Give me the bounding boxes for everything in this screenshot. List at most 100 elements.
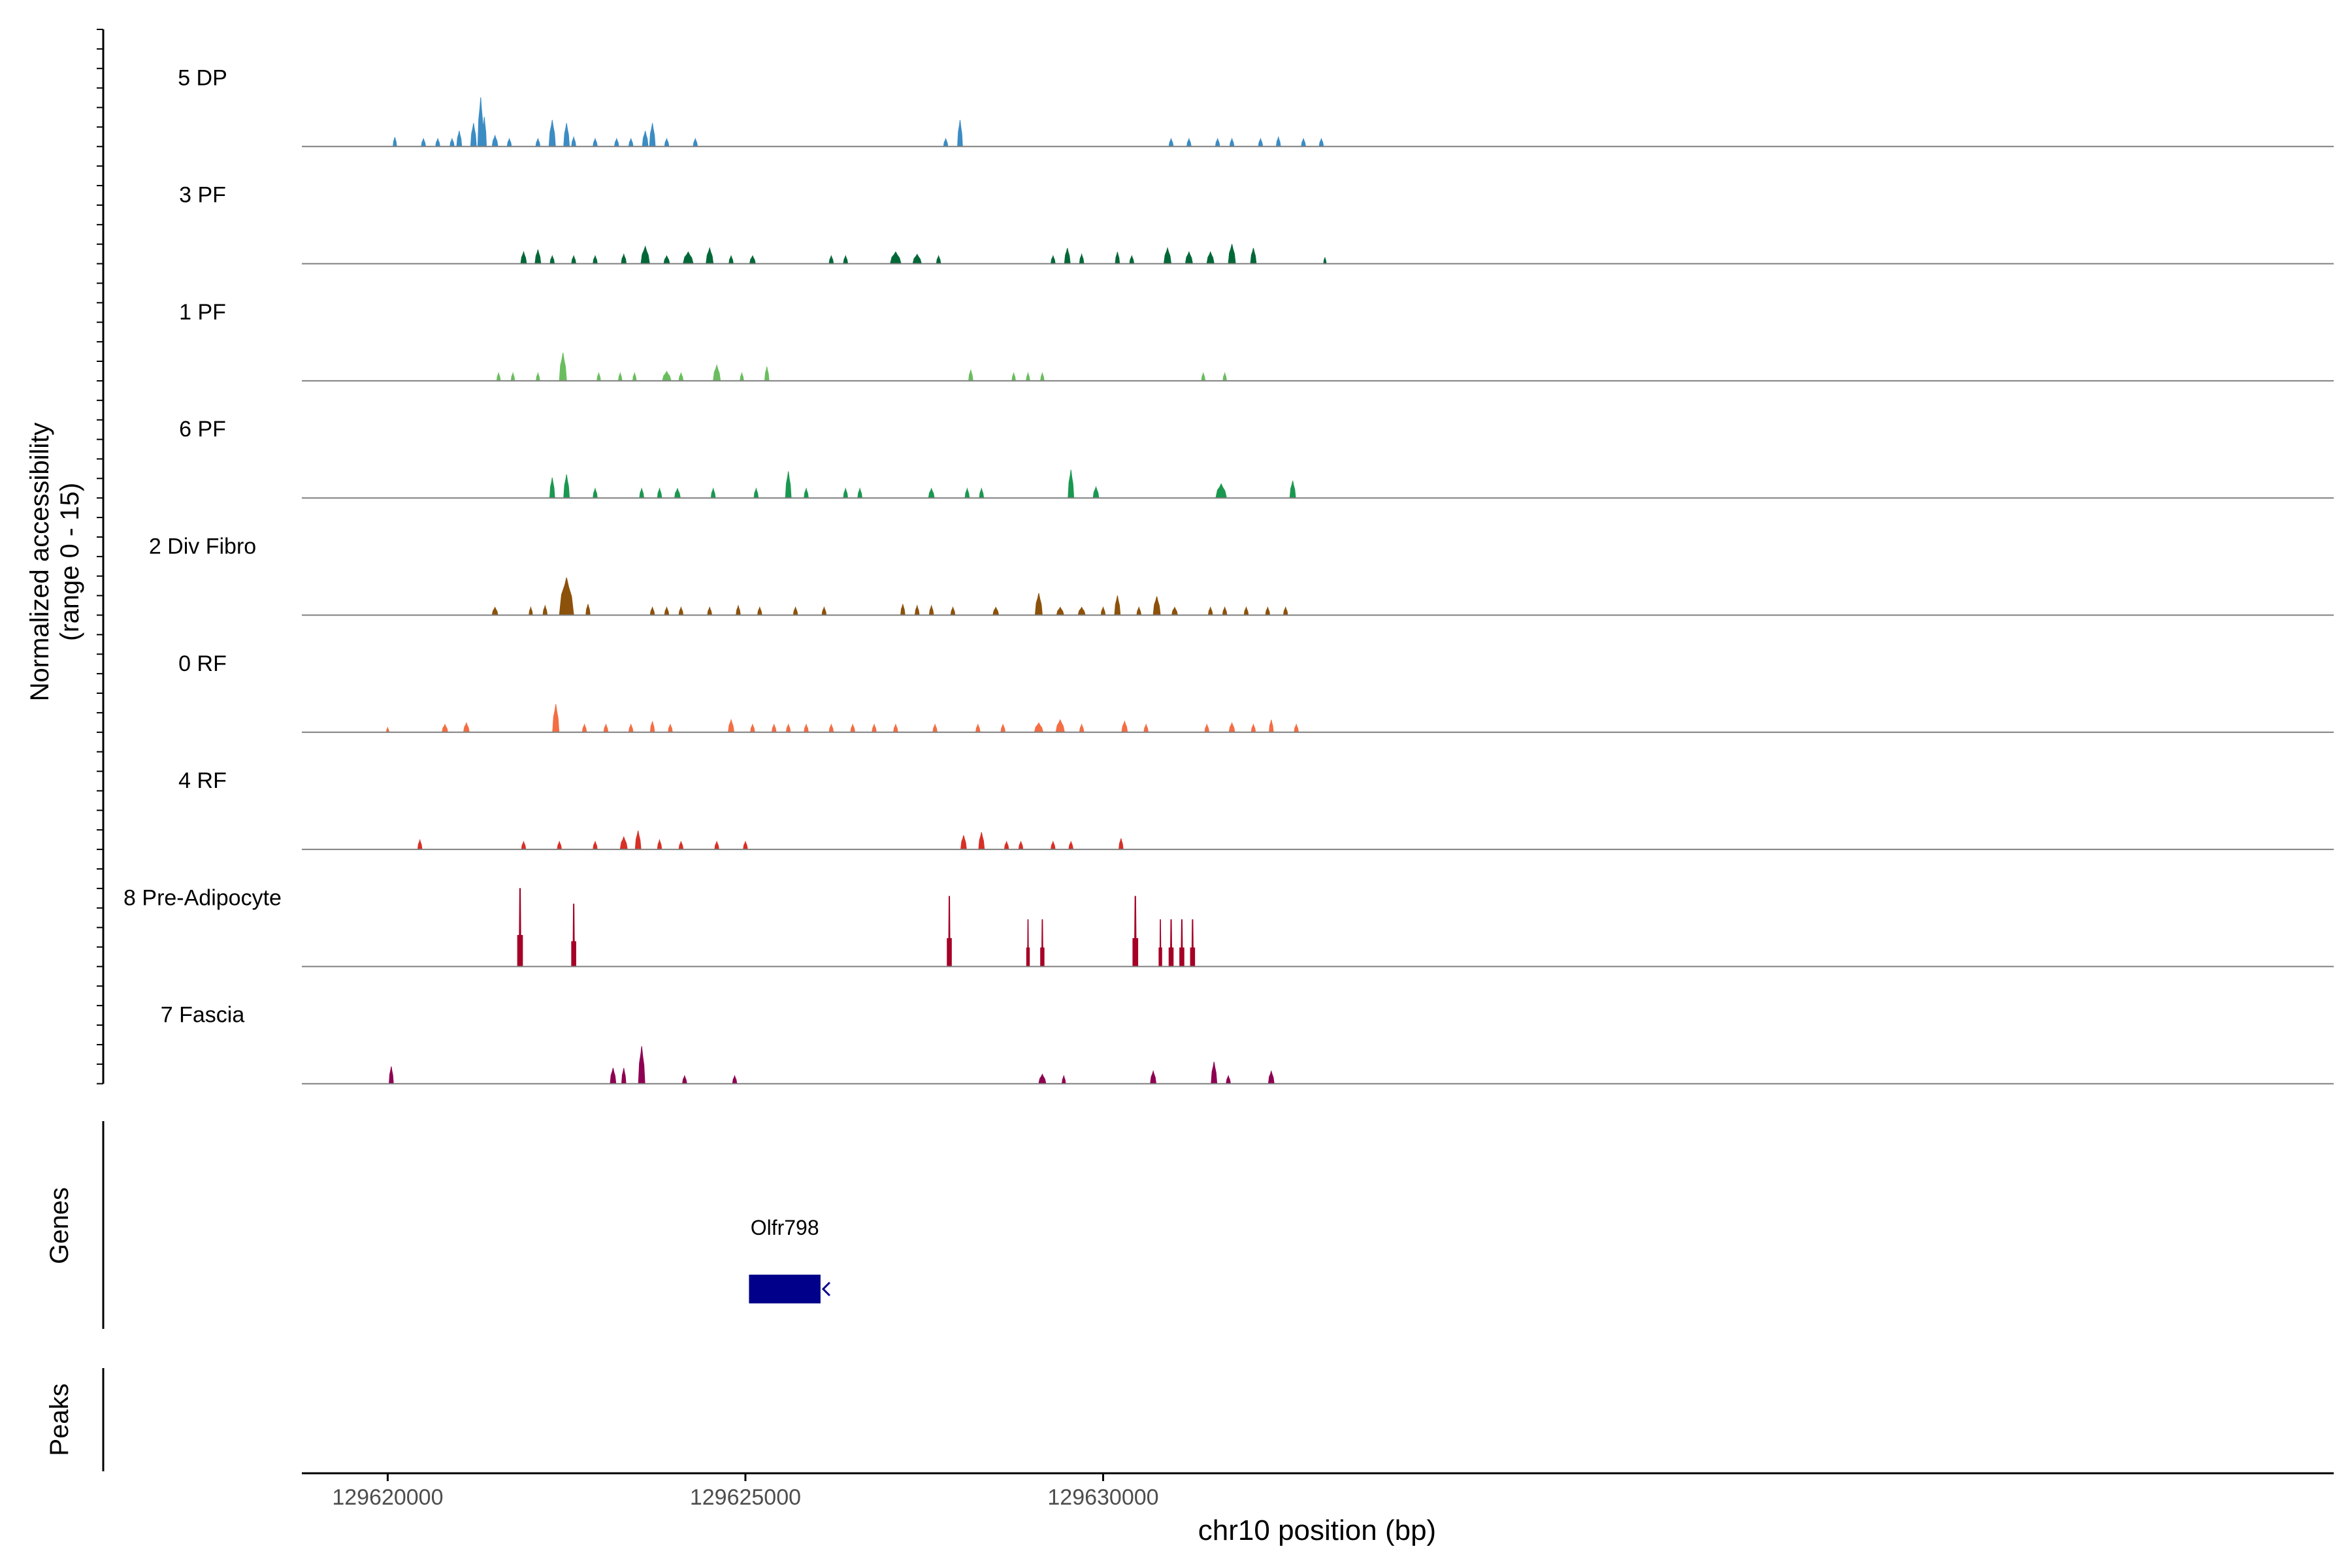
coverage-peak — [932, 723, 938, 733]
track-label-0-rf: 0 RF — [178, 651, 227, 676]
coverage-peak — [506, 137, 512, 147]
track-8-pre-adipocyte: 8 Pre-Adipocyte — [123, 885, 2334, 968]
coverage-peak — [792, 606, 798, 615]
coverage-peak — [1282, 606, 1288, 615]
coverage-peak — [1034, 593, 1043, 615]
coverage-peak — [581, 723, 587, 733]
coverage-peak — [1068, 840, 1074, 850]
coverage-peak — [520, 250, 527, 265]
coverage-peak — [893, 723, 898, 733]
coverage-peak — [1222, 606, 1228, 615]
y-axis-title-range: (range 0 - 15) — [56, 483, 84, 641]
coverage-peak — [821, 606, 827, 615]
coverage-peak — [449, 137, 455, 147]
coverage-peak — [1000, 723, 1006, 733]
coverage-peak — [1034, 722, 1044, 733]
coverage-peak — [1038, 1073, 1047, 1085]
coverage-peak — [732, 1075, 738, 1085]
coverage-peak — [640, 245, 650, 265]
coverage-peak — [843, 487, 849, 498]
coverage-peak — [548, 120, 556, 147]
coverage-peak — [1168, 919, 1174, 967]
coverage-peak — [1250, 248, 1257, 265]
coverage-peak — [771, 723, 777, 733]
coverage-peak — [536, 372, 540, 382]
coverage-peak — [1079, 253, 1085, 265]
track-label-7-fascia: 7 Fascia — [161, 1003, 245, 1028]
coverage-peak — [552, 704, 560, 733]
coverage-peak — [442, 723, 449, 733]
coverage-peak — [707, 606, 713, 615]
track-6-pf: 6 PF — [179, 417, 2334, 499]
coverage-peak — [749, 255, 756, 265]
track-label-5-dp: 5 DP — [178, 65, 227, 90]
coverage-peak — [957, 120, 963, 147]
track-label-4-rf: 4 RF — [178, 768, 227, 793]
coverage-peak — [678, 840, 684, 850]
track-5-dp: 5 DP — [178, 65, 2334, 148]
coverage-peak — [593, 255, 598, 265]
coverage-peak — [1250, 723, 1256, 733]
coverage-peak — [1050, 255, 1056, 265]
coverage-peak — [728, 255, 734, 265]
coverage-peak — [1018, 840, 1024, 850]
coverage-peak — [1275, 136, 1281, 147]
coverage-peak — [1026, 919, 1030, 967]
coverage-peak — [619, 836, 628, 850]
gene-models: Olfr798 — [749, 1216, 830, 1303]
coverage-peak — [936, 255, 941, 265]
coverage-peak — [1158, 919, 1162, 967]
coverage-peak — [693, 137, 698, 147]
coverage-peak — [642, 131, 649, 147]
gene-body — [749, 1275, 821, 1303]
coverage-peak — [668, 723, 673, 733]
peaks-track: Peaks — [45, 1368, 105, 1471]
coverage-peak — [785, 471, 792, 498]
coverage-peak — [740, 372, 744, 382]
genes-track-label: Genes — [45, 1187, 74, 1264]
coverage-peak — [559, 578, 574, 615]
track-7-fascia: 7 Fascia — [161, 1003, 2334, 1085]
genes-track: Genes Olfr798 — [45, 1121, 830, 1329]
coverage-peak — [621, 253, 627, 265]
coverage-peak — [992, 606, 1000, 615]
coverage-peak — [1258, 137, 1264, 147]
coverage-peak — [1215, 483, 1228, 498]
coverage-peak — [610, 1068, 617, 1085]
coverage-peak — [736, 604, 741, 615]
coverage-peak — [1318, 137, 1324, 147]
coverage-peak — [743, 840, 748, 850]
coverage-peak — [1040, 372, 1045, 382]
peaks-track-label: Peaks — [45, 1383, 74, 1456]
coverage-peak — [912, 253, 922, 265]
coverage-peak — [421, 137, 427, 147]
coverage-tracks: 5 DP 3 PF 1 PF 6 PF 2 Div Fibro 0 RF 4 RF 8 Pre… — [123, 65, 2334, 1085]
coverage-peak — [850, 723, 856, 733]
coverage-peak — [843, 255, 849, 265]
gene-label: Olfr798 — [751, 1216, 819, 1239]
coverage-peak — [649, 123, 656, 147]
coverage-peak — [943, 137, 949, 147]
coverage-peak — [1204, 723, 1210, 733]
coverage-peak — [1115, 252, 1120, 265]
coverage-peak — [639, 487, 645, 498]
coverage-peak — [571, 904, 576, 967]
coverage-peak — [728, 718, 734, 733]
coverage-peak — [649, 606, 655, 615]
track-2-div-fibro: 2 Div Fibro — [149, 534, 2334, 616]
coverage-peak — [559, 352, 567, 382]
y-axis-title: Normalized accessibility — [25, 423, 54, 702]
coverage-peak — [674, 487, 681, 498]
track-label-2-div-fibro: 2 Div Fibro — [149, 534, 256, 559]
coverage-peak — [1040, 919, 1045, 967]
coverage-peak — [517, 888, 523, 967]
coverage-peak — [785, 723, 791, 733]
coverage-peak — [1150, 1070, 1157, 1085]
coverage-peak — [389, 1066, 394, 1085]
coverage-peak — [1055, 719, 1065, 733]
coverage-peak — [628, 723, 634, 733]
coverage-peak — [947, 896, 952, 967]
y-axis — [97, 29, 105, 1085]
coverage-peak — [1114, 595, 1121, 615]
